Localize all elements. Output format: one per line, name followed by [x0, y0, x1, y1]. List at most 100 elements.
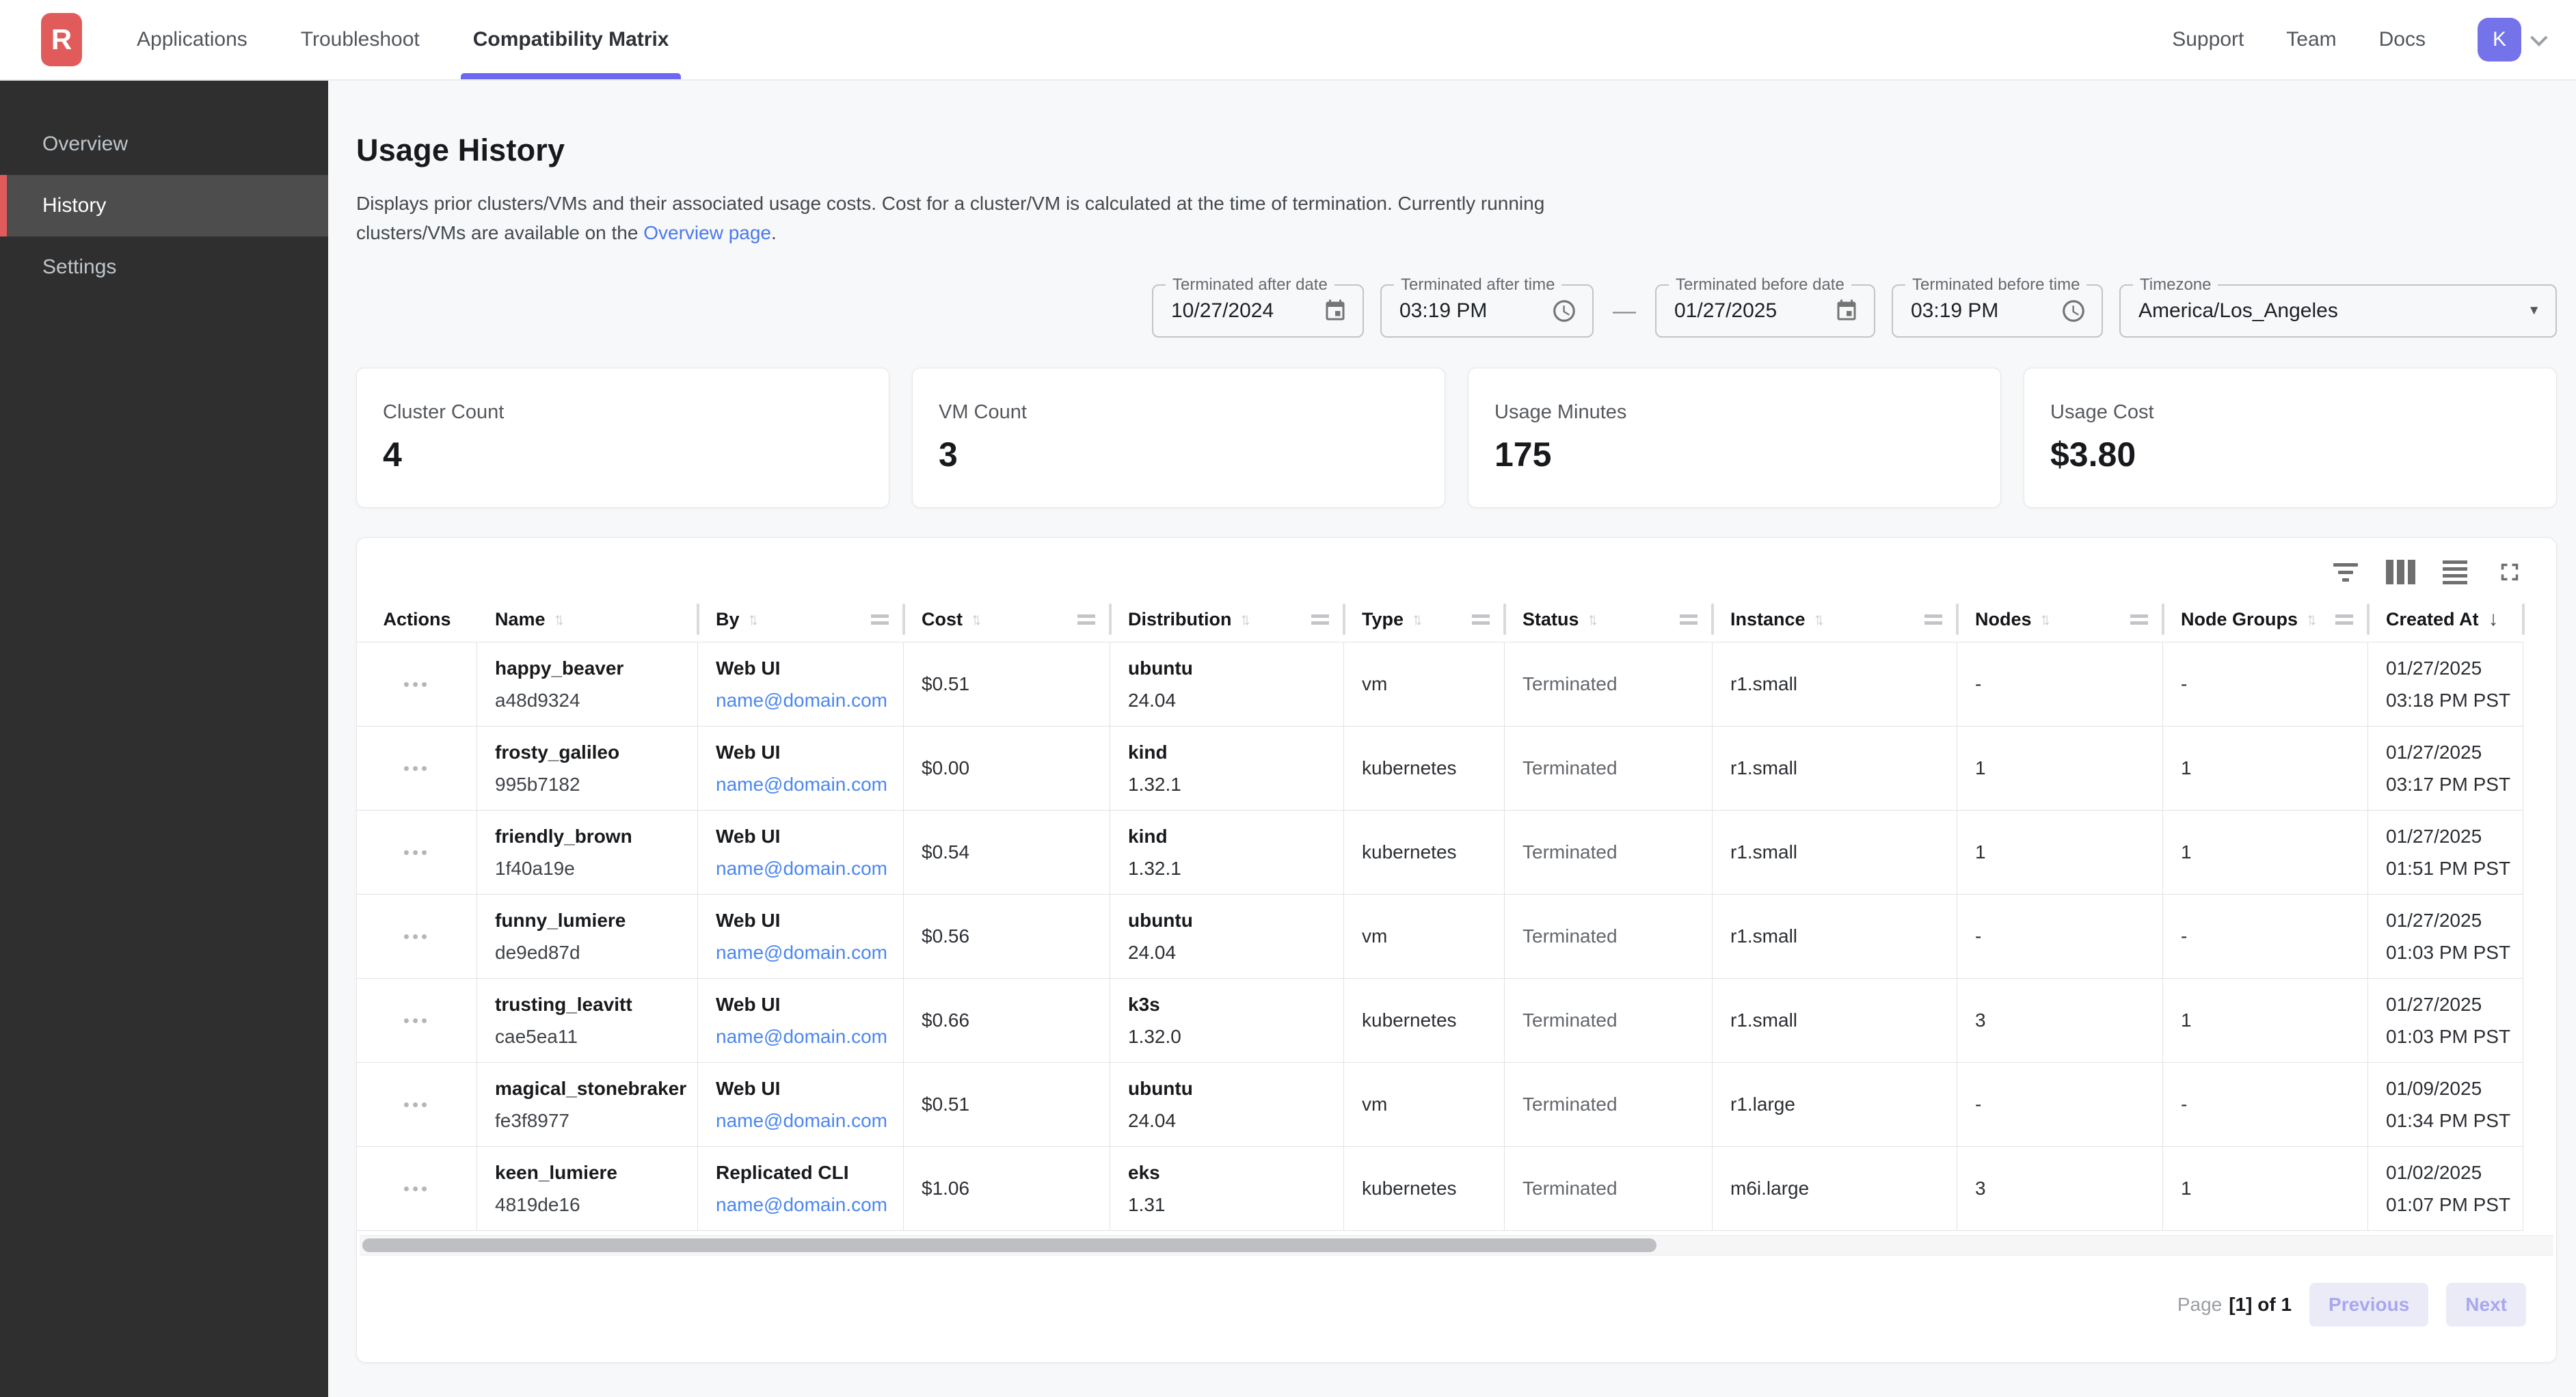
team-link[interactable]: Team [2286, 28, 2336, 51]
created-by: Web UI [716, 742, 903, 763]
support-link[interactable]: Support [2172, 28, 2244, 51]
column-header-by[interactable]: By↑↓ [698, 597, 904, 642]
horizontal-scrollbar-thumb[interactable] [362, 1238, 1656, 1252]
overview-page-link[interactable]: Overview page [643, 222, 771, 243]
type: kubernetes [1362, 1009, 1504, 1031]
stat-card-cluster-count: Cluster Count 4 [356, 368, 889, 508]
timezone-select[interactable]: Timezone America/Los_Angeles ▼ [2119, 284, 2557, 338]
row-actions-button[interactable]: ••• [403, 758, 430, 779]
creator-email-link[interactable]: name@domain.com [716, 858, 903, 880]
column-menu-icon[interactable] [1924, 614, 1942, 625]
sort-icon[interactable]: ↑↓ [1412, 610, 1423, 629]
column-label: Actions [383, 609, 451, 630]
type: kubernetes [1362, 841, 1504, 863]
row-actions-button[interactable]: ••• [403, 1094, 430, 1115]
table-row: ••• magical_stonebrakerfe3f8977 Web UIna… [357, 1063, 2523, 1147]
row-actions-button[interactable]: ••• [403, 674, 430, 695]
sidebar-item-overview[interactable]: Overview [0, 113, 328, 175]
tab-troubleshoot[interactable]: Troubleshoot [301, 0, 420, 79]
creator-email-link[interactable]: name@domain.com [716, 1110, 903, 1132]
sort-icon[interactable]: ↑↓ [748, 610, 760, 629]
previous-page-button[interactable]: Previous [2309, 1283, 2428, 1327]
instance: r1.small [1730, 1009, 1957, 1031]
calendar-icon[interactable] [1323, 299, 1347, 323]
column-menu-icon[interactable] [1311, 614, 1329, 625]
terminated-after-time-field[interactable]: Terminated after time 03:19 PM [1380, 284, 1594, 338]
stat-value: 4 [383, 435, 889, 474]
description-line1: Displays prior clusters/VMs and their as… [356, 193, 1544, 214]
stat-value: $3.80 [2050, 435, 2556, 474]
columns-icon[interactable] [2384, 556, 2417, 588]
clock-icon[interactable] [1551, 298, 1577, 324]
created-date: 01/27/2025 [2386, 994, 2523, 1016]
table-row: ••• funny_lumierede9ed87d Web UIname@dom… [357, 895, 2523, 979]
horizontal-scrollbar-track[interactable] [360, 1235, 2553, 1256]
fullscreen-icon[interactable] [2493, 556, 2526, 588]
avatar[interactable]: K [2478, 18, 2521, 62]
sidebar-item-settings[interactable]: Settings [0, 236, 328, 298]
column-separator[interactable] [2522, 603, 2525, 635]
sort-icon[interactable]: ↑↓ [2040, 610, 2052, 629]
column-header-status[interactable]: Status↑↓ [1505, 597, 1713, 642]
creator-email-link[interactable]: name@domain.com [716, 942, 903, 964]
creator-email-link[interactable]: name@domain.com [716, 690, 903, 711]
tab-compatibility-matrix[interactable]: Compatibility Matrix [473, 0, 669, 79]
account-menu[interactable]: K [2478, 18, 2543, 62]
column-header-cost[interactable]: Cost↑↓ [904, 597, 1110, 642]
instance: r1.large [1730, 1094, 1957, 1115]
description-period: . [771, 222, 777, 243]
column-header-node-groups[interactable]: Node Groups↑↓ [2163, 597, 2368, 642]
dropdown-arrow-icon[interactable]: ▼ [2527, 303, 2540, 318]
terminated-before-date-field[interactable]: Terminated before date 01/27/2025 [1655, 284, 1875, 338]
table-row: ••• frosty_galileo995b7182 Web UIname@do… [357, 727, 2523, 811]
row-actions-button[interactable]: ••• [403, 842, 430, 863]
column-header-type[interactable]: Type↑↓ [1344, 597, 1505, 642]
tab-applications[interactable]: Applications [137, 0, 247, 79]
column-header-instance[interactable]: Instance↑↓ [1713, 597, 1957, 642]
column-menu-icon[interactable] [1472, 614, 1490, 625]
terminated-before-time-field[interactable]: Terminated before time 03:19 PM [1892, 284, 2103, 338]
column-header-nodes[interactable]: Nodes↑↓ [1957, 597, 2163, 642]
row-actions-button[interactable]: ••• [403, 926, 430, 947]
created-date: 01/27/2025 [2386, 742, 2523, 763]
terminated-after-time-label: Terminated after time [1394, 275, 1561, 295]
column-header-distribution[interactable]: Distribution↑↓ [1110, 597, 1344, 642]
column-header-created-at[interactable]: Created At↓ [2368, 597, 2523, 642]
terminated-before-time-value: 03:19 PM [1911, 299, 2048, 323]
column-menu-icon[interactable] [1680, 614, 1698, 625]
type: vm [1362, 925, 1504, 947]
table-row: ••• trusting_leavittcae5ea11 Web UIname@… [357, 979, 2523, 1063]
docs-link[interactable]: Docs [2379, 28, 2426, 51]
sort-icon[interactable]: ↑↓ [1587, 610, 1599, 629]
node-groups: 1 [2181, 757, 2367, 779]
row-actions-button[interactable]: ••• [403, 1178, 430, 1199]
next-page-button[interactable]: Next [2446, 1283, 2526, 1327]
column-header-name[interactable]: Name↑↓ [477, 597, 698, 642]
filter-icon[interactable] [2329, 556, 2362, 588]
grid-header-row: Actions Name↑↓ By↑↓ Cost↑↓ Distribution↑… [357, 597, 2523, 642]
sorted-desc-icon[interactable]: ↓ [2488, 608, 2499, 631]
nodes: 1 [1975, 757, 2162, 779]
column-menu-icon[interactable] [871, 614, 889, 625]
creator-email-link[interactable]: name@domain.com [716, 1026, 903, 1048]
replicated-logo[interactable]: R [41, 13, 82, 66]
created-time: 01:07 PM PST [2386, 1194, 2523, 1216]
sort-icon[interactable]: ↑↓ [971, 610, 982, 629]
row-actions-button[interactable]: ••• [403, 1010, 430, 1031]
clock-icon[interactable] [2061, 298, 2087, 324]
instance: r1.small [1730, 757, 1957, 779]
sort-icon[interactable]: ↑↓ [1239, 610, 1251, 629]
calendar-icon[interactable] [1834, 299, 1859, 323]
density-icon[interactable] [2439, 556, 2471, 588]
sort-icon[interactable]: ↑↓ [2306, 610, 2318, 629]
terminated-after-date-field[interactable]: Terminated after date 10/27/2024 [1152, 284, 1364, 338]
creator-email-link[interactable]: name@domain.com [716, 1194, 903, 1216]
column-menu-icon[interactable] [2130, 614, 2148, 625]
creator-email-link[interactable]: name@domain.com [716, 774, 903, 796]
sort-icon[interactable]: ↑↓ [1814, 610, 1825, 629]
page-label: Page [2177, 1294, 2222, 1316]
sidebar-item-history[interactable]: History [0, 175, 328, 236]
sort-icon[interactable]: ↑↓ [554, 610, 565, 629]
column-menu-icon[interactable] [1077, 614, 1095, 625]
column-menu-icon[interactable] [2335, 614, 2353, 625]
